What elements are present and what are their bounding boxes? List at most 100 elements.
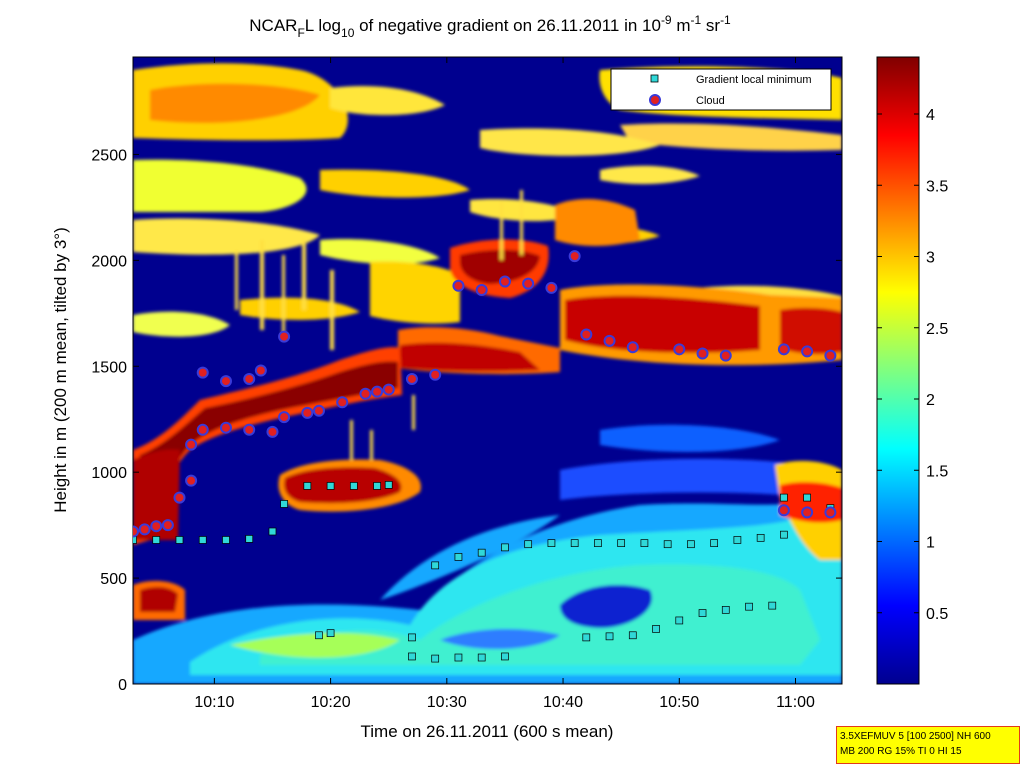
colorbar-tick-label: 0.5 [926,606,948,623]
gradient-minimum-point [431,561,440,570]
gradient-minimum-point [198,536,207,544]
cloud-point [278,411,291,424]
cloud-point [801,506,814,519]
gradient-minimum-point [628,631,637,640]
legend-marker-gradient-minimum [650,74,659,83]
settings-line-2: MB 200 RG 15% TI 0 HI 15 [840,746,962,757]
colorbar-tick-label: 2 [926,392,935,409]
cloud-point [777,343,790,356]
gradient-minimum-point [303,482,312,490]
x-axis-label: Time on 26.11.2011 (600 s mean) [361,722,614,741]
cloud-point [266,425,279,438]
x-tick-label: 11:00 [776,694,815,711]
cloud-point [150,520,163,533]
y-tick-label: 2000 [91,253,127,270]
cloud-point [219,375,232,388]
cloud-point [243,423,256,436]
y-tick-label: 500 [100,571,127,588]
y-axis-label: Height in m (200 m mean, tilted by 3°) [51,227,70,513]
gradient-minimum-point [326,482,335,490]
cloud-point [219,421,232,434]
cloud-point [371,385,384,398]
gradient-minimum-point [408,633,416,642]
cloud-point [278,330,291,343]
colorbar-tick-label: 2.5 [926,321,948,338]
chart-title: NCARFL log10 of negative gradient on 26.… [249,13,731,40]
gradient-minimum-point [133,536,137,544]
x-tick-label: 10:30 [427,694,467,711]
colorbar-tick-label: 3 [926,250,935,267]
y-tick-label: 2500 [91,147,127,164]
gradient-minimum-point [617,539,626,547]
cloud-point [452,279,465,292]
gradient-minimum-point [431,654,440,663]
cloud-point [719,349,732,362]
gradient-minimum-point [710,539,718,547]
colorbar-tick-label: 1.5 [926,463,948,480]
cloud-point [138,523,151,536]
cloud-point [603,334,616,347]
gradient-minimum-point [652,625,660,633]
colorbar-tick-label: 4 [926,107,935,124]
gradient-minimum-point [477,548,486,557]
colorbar: 0.5 1 1.5 2 2.5 3 3.5 4 [876,56,948,685]
gradient-minimum-point [756,533,765,542]
cloud-point [196,366,209,379]
gradient-minimum-point [245,535,254,543]
cloud-point [429,368,442,381]
cloud-point [312,404,325,417]
legend-label-cloud: Cloud [696,95,725,107]
gradient-minimum-point [280,500,288,508]
cloud-point [173,491,186,504]
gradient-minimum-point [326,629,335,638]
colorbar-gradient [876,56,920,685]
gradient-minimum-point [222,536,230,544]
gradient-minimum-point [373,482,381,490]
gradient-minimum-point [803,493,811,502]
gradient-minimum-point [408,652,416,661]
cloud-point [475,284,488,297]
gradient-minimum-point [594,539,602,547]
legend: Gradient local minimum Cloud [610,68,832,111]
x-tick-label: 10:40 [543,694,583,711]
cloud-point [777,504,790,517]
cloud-point [185,474,198,487]
legend-box [610,68,832,111]
x-tick-label: 10:10 [194,694,234,711]
cloud-point [626,341,639,354]
cloud-point [568,250,581,263]
x-tick-label: 10:20 [311,694,351,711]
legend-marker-cloud [649,94,661,106]
colorbar-ticks: 0.5 1 1.5 2 2.5 3 3.5 4 [877,107,948,623]
gradient-minimum-point [454,553,463,561]
cloud-point [243,372,256,385]
x-axis: 10:10 10:20 10:30 10:40 10:50 11:00 [194,57,815,711]
cloud-point [824,506,837,519]
gradient-minimum-point [570,539,579,547]
markers [133,250,837,663]
gradient-minimum-point [477,653,486,662]
cloud-point [185,438,198,451]
y-tick-label: 0 [118,677,127,694]
gradient-minimum-point [687,540,695,549]
gradient-minimum-point [582,633,591,642]
gradient-minimum-point [501,543,509,552]
gradient-minimum-point [675,616,684,625]
cloud-point [254,364,267,377]
cloud-point [580,328,593,341]
gradient-minimum-point [698,609,707,617]
y-axis: 0 500 1000 1500 2000 2500 [91,147,842,694]
gradient-minimum-point [268,527,277,536]
gradient-minimum-point [524,540,533,549]
legend-label-gradient-minimum: Gradient local minimum [696,74,812,86]
cloud-point [161,519,174,532]
gradient-minimum-point [175,536,184,544]
cloud-point [359,387,372,400]
gradient-minimum-point [501,652,509,661]
gradient-minimum-point [454,653,463,662]
colorbar-tick-label: 3.5 [926,178,948,195]
gradient-minimum-point [663,540,672,549]
gradient-minimum-point [733,536,742,544]
y-tick-label: 1500 [91,359,127,376]
gradient-minimum-point [768,601,777,610]
